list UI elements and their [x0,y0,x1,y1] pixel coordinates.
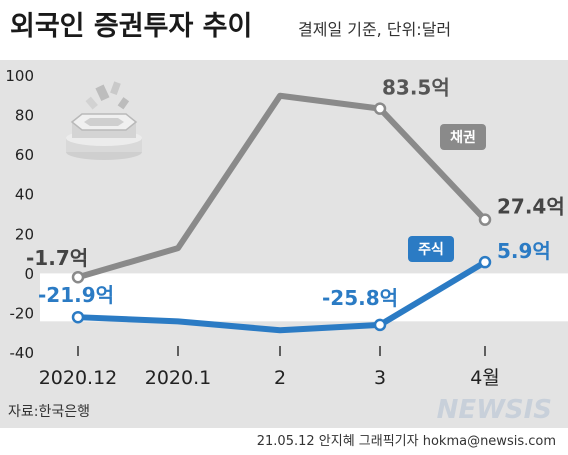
y-axis: 100 80 60 40 20 0 -20 -40 [5,67,568,362]
watermark: NEWSIS [437,395,552,425]
series-line-bond [75,92,488,281]
data-label: 27.4억 [497,195,565,219]
y-tick-label: 40 [15,186,34,204]
data-label: -21.9억 [38,283,114,307]
y-tick-label: -40 [10,344,35,362]
y-tick-label: 0 [24,265,34,283]
data-label: -25.8억 [322,286,398,310]
data-point [71,270,85,284]
footer-bar [0,428,568,451]
data-point [71,310,85,324]
data-point [373,102,387,115]
x-axis: 2020.12 2020.1 2 3 4월 [39,346,500,389]
source-note: 자료:한국은행 [8,404,90,420]
series-line-stock [75,259,488,334]
x-tick-label: 4월 [470,367,500,389]
data-labels: -1.7억 83.5억 27.4억 -21.9억 -25.8억 5.9억 [26,76,565,310]
legend-bond-swatch [440,124,486,150]
chart-subtitle: 결제일 기준, 단위:달러 [298,20,451,39]
x-tick-label: 2020.1 [145,367,211,389]
x-tick-label: 2 [274,367,286,389]
y-tick-label: -20 [10,304,35,322]
credit-line: 21.05.12 안지혜 그래픽기자 hokma@newsis.com [257,434,556,449]
y-tick-label: 80 [15,107,34,125]
chart-title: 외국인 증권투자 추이 [10,11,252,42]
x-tick-label: 3 [374,367,386,389]
y-tick-label: 60 [15,146,34,164]
legend-bond: 채권 [440,124,486,150]
data-point [478,255,492,269]
data-label: 5.9억 [497,239,551,263]
series-layer [71,92,492,334]
data-label: -1.7억 [26,246,88,270]
data-label: 83.5억 [382,76,450,100]
y-tick-label: 20 [15,225,34,243]
y-tick-label: 100 [5,67,34,85]
legend-bond-label: 채권 [450,130,476,146]
negative-zone-band [40,273,568,322]
coin-stack-icon [66,81,142,160]
data-point [478,213,492,226]
x-tick-label: 2020.12 [39,367,118,389]
legend-stock-label: 주식 [418,242,444,258]
data-point [373,318,387,332]
legend-stock: 주식 [408,236,454,262]
legend-stock-swatch [408,236,454,262]
